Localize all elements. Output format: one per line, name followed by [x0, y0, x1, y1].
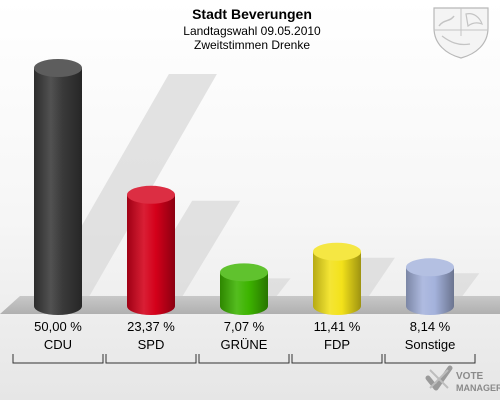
value-label: 8,14 %	[410, 319, 451, 334]
bar	[220, 263, 268, 315]
category-bracket	[12, 354, 104, 364]
value-label: 11,41 %	[314, 319, 361, 334]
value-label: 23,37 %	[127, 319, 175, 334]
bar-shadow	[38, 74, 217, 302]
category-label: GRÜNE	[221, 337, 268, 352]
chart-title: Stadt Beverungen	[192, 6, 312, 22]
category-bracket	[384, 354, 476, 364]
bar-body	[406, 267, 454, 315]
category-bracket	[105, 354, 197, 364]
nrw-crest-icon	[433, 7, 489, 59]
category-label: Sonstige	[405, 337, 456, 352]
vote-manager-watermark: VOTE MANAGER	[425, 365, 500, 393]
bar	[127, 185, 175, 315]
bar	[406, 258, 454, 315]
chart-subtitle-date: Landtagswahl 09.05.2010	[183, 24, 321, 38]
category-bracket	[291, 354, 383, 364]
bar-top	[313, 242, 361, 261]
value-label: 50,00 %	[34, 319, 82, 334]
checkmark-icon	[425, 365, 453, 391]
bar-top	[220, 263, 268, 282]
bar-top	[34, 59, 82, 77]
watermark-line1: VOTE	[456, 371, 484, 382]
category-label: SPD	[138, 337, 165, 352]
value-label: 7,07 %	[224, 319, 265, 334]
bar-body	[127, 194, 175, 315]
bar	[313, 242, 361, 315]
bars-group	[34, 59, 454, 315]
bar-body	[220, 272, 268, 315]
category-label: FDP	[324, 337, 350, 352]
chart-subtitle-district: Zweitstimmen Drenke	[194, 38, 310, 52]
value-labels: 50,00 % 23,37 % 7,07 % 11,41 % 8,14 %	[34, 319, 451, 334]
watermark-line2: MANAGER	[456, 383, 500, 393]
category-label: CDU	[44, 337, 72, 352]
category-labels: CDU SPD GRÜNE FDP Sonstige	[44, 337, 455, 352]
bar-body	[313, 251, 361, 315]
category-bracket	[198, 354, 290, 364]
bar-top	[406, 258, 454, 277]
category-brackets	[12, 354, 476, 364]
bar-body	[34, 68, 82, 315]
bar-top	[127, 185, 175, 204]
bar	[34, 59, 82, 315]
